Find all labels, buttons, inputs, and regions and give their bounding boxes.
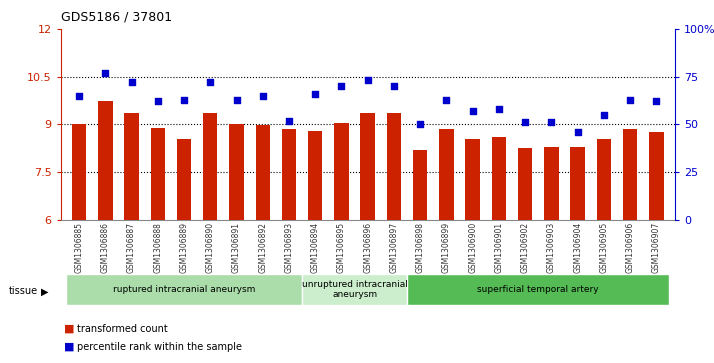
Text: GSM1306887: GSM1306887 <box>127 222 136 273</box>
Text: superficial temporal artery: superficial temporal artery <box>478 285 599 294</box>
Bar <box>466 139 480 220</box>
Bar <box>66 274 302 305</box>
Point <box>572 129 583 135</box>
Text: GSM1306897: GSM1306897 <box>389 222 398 273</box>
Point <box>493 106 505 112</box>
Point <box>204 79 216 85</box>
Point <box>362 78 373 83</box>
Point <box>625 97 636 102</box>
Text: transformed count: transformed count <box>77 323 168 334</box>
Text: unruptured intracranial
aneurysm: unruptured intracranial aneurysm <box>301 280 408 299</box>
Bar <box>177 139 191 220</box>
Point <box>467 108 478 114</box>
Text: GSM1306890: GSM1306890 <box>206 222 215 273</box>
Point <box>178 97 190 102</box>
Point <box>441 97 452 102</box>
Bar <box>597 139 611 220</box>
Text: percentile rank within the sample: percentile rank within the sample <box>77 342 242 352</box>
Bar <box>203 113 218 220</box>
Text: GSM1306889: GSM1306889 <box>179 222 188 273</box>
Bar <box>544 147 558 220</box>
Point <box>309 91 321 97</box>
Bar <box>98 101 113 220</box>
Point <box>126 79 137 85</box>
Point <box>388 83 400 89</box>
Bar <box>334 123 348 220</box>
Text: GSM1306904: GSM1306904 <box>573 222 582 273</box>
Text: GSM1306901: GSM1306901 <box>494 222 503 273</box>
Point <box>545 119 557 125</box>
Text: GSM1306895: GSM1306895 <box>337 222 346 273</box>
Text: GSM1306903: GSM1306903 <box>547 222 556 273</box>
Text: ruptured intracranial aneurysm: ruptured intracranial aneurysm <box>113 285 255 294</box>
Text: GDS5186 / 37801: GDS5186 / 37801 <box>61 11 172 24</box>
Point <box>650 98 662 104</box>
Point <box>415 121 426 127</box>
Text: ■: ■ <box>64 323 75 334</box>
Text: GSM1306902: GSM1306902 <box>521 222 530 273</box>
Text: GSM1306899: GSM1306899 <box>442 222 451 273</box>
Bar <box>256 125 270 220</box>
Text: ■: ■ <box>64 342 75 352</box>
Bar <box>302 274 407 305</box>
Bar <box>492 137 506 220</box>
Text: GSM1306906: GSM1306906 <box>625 222 635 273</box>
Bar <box>407 274 670 305</box>
Text: GSM1306885: GSM1306885 <box>74 222 84 273</box>
Text: GSM1306907: GSM1306907 <box>652 222 661 273</box>
Text: GSM1306892: GSM1306892 <box>258 222 267 273</box>
Text: GSM1306896: GSM1306896 <box>363 222 372 273</box>
Bar <box>518 148 533 220</box>
Text: tissue: tissue <box>9 286 38 297</box>
Bar <box>439 129 453 220</box>
Bar <box>413 150 428 220</box>
Bar <box>151 128 165 220</box>
Bar <box>387 113 401 220</box>
Bar <box>72 124 86 220</box>
Point <box>336 83 347 89</box>
Bar <box>361 113 375 220</box>
Bar <box>124 113 139 220</box>
Bar <box>308 131 323 220</box>
Point <box>231 97 242 102</box>
Text: GSM1306893: GSM1306893 <box>284 222 293 273</box>
Point <box>283 118 295 123</box>
Text: GSM1306888: GSM1306888 <box>154 222 162 273</box>
Point <box>257 93 268 99</box>
Bar <box>570 147 585 220</box>
Text: GSM1306900: GSM1306900 <box>468 222 477 273</box>
Point <box>99 70 111 76</box>
Point <box>520 119 531 125</box>
Point <box>152 98 164 104</box>
Point <box>598 112 610 118</box>
Bar <box>623 129 638 220</box>
Text: GSM1306894: GSM1306894 <box>311 222 320 273</box>
Bar <box>282 129 296 220</box>
Text: GSM1306898: GSM1306898 <box>416 222 425 273</box>
Bar <box>229 124 243 220</box>
Text: GSM1306905: GSM1306905 <box>599 222 608 273</box>
Point <box>74 93 85 99</box>
Text: GSM1306886: GSM1306886 <box>101 222 110 273</box>
Text: ▶: ▶ <box>41 286 49 297</box>
Text: GSM1306891: GSM1306891 <box>232 222 241 273</box>
Bar <box>649 132 663 220</box>
